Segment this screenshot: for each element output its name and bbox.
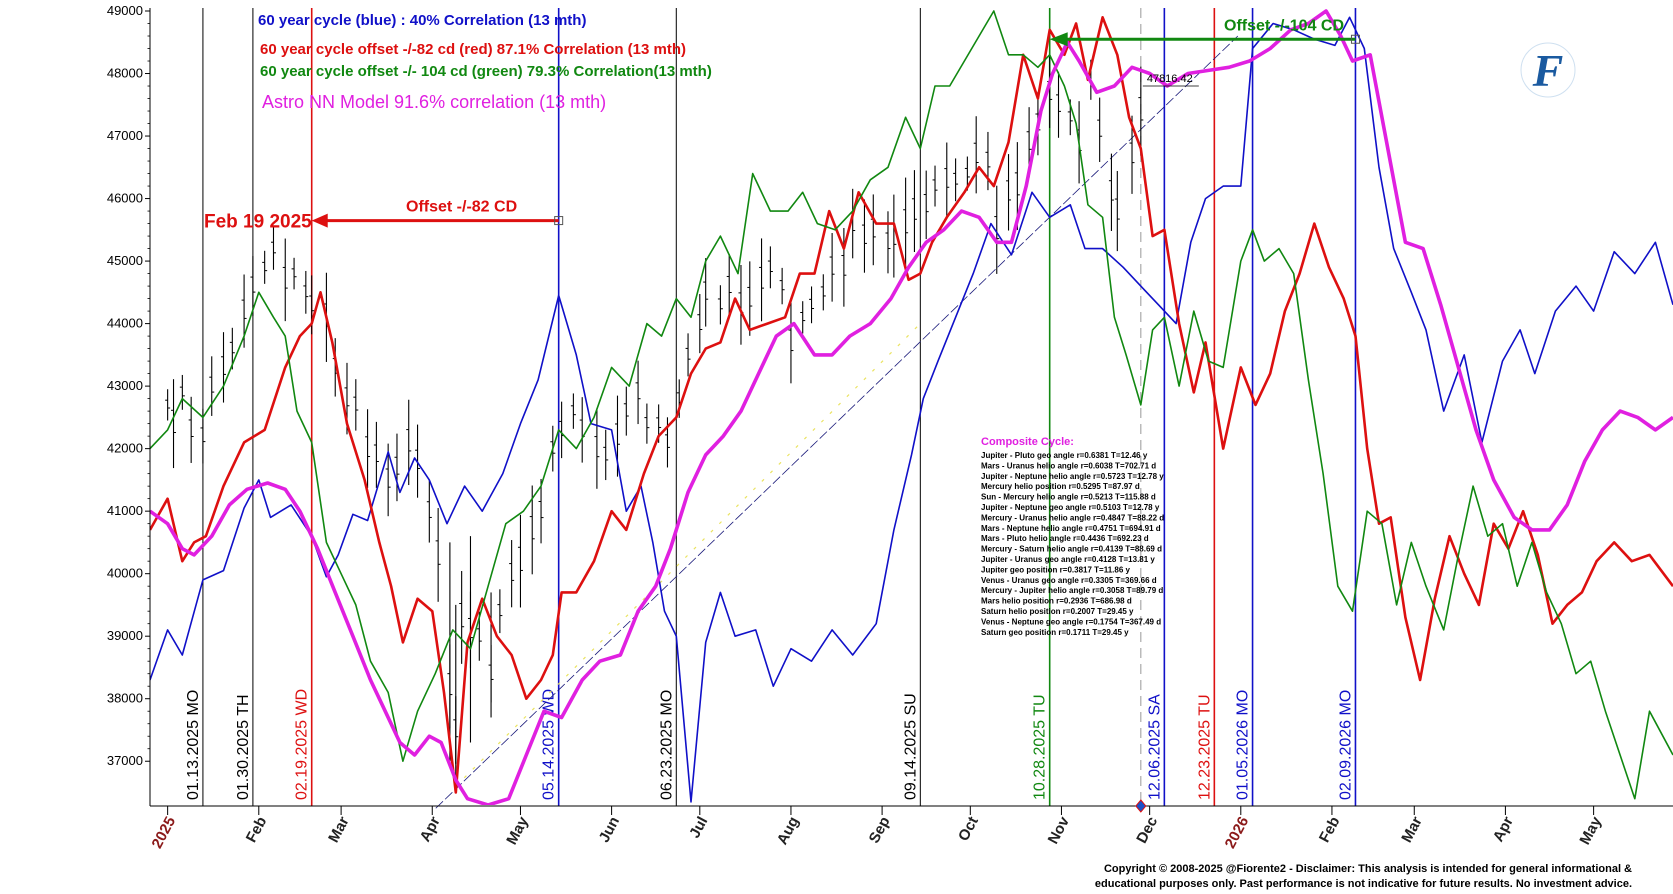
legend-entry-red: 60 year cycle offset -/-82 cd (red) 87.1… — [260, 41, 686, 58]
red-date-label: Feb 19 2025 — [204, 212, 312, 233]
price-bars — [165, 56, 1144, 793]
composite-cycle-line-0: Jupiter - Pluto geo angle r=0.6381 T=12.… — [981, 451, 1148, 460]
vline-label-5: 09.14.2025 SU — [902, 693, 919, 800]
composite-cycle-lines: Jupiter - Pluto geo angle r=0.6381 T=12.… — [981, 451, 1164, 637]
y-tick-label-6: 43000 — [107, 378, 143, 393]
vline-label-8: 12.23.2025 TU — [1196, 694, 1213, 800]
legend-entry-green: 60 year cycle offset -/- 104 cd (green) … — [260, 63, 712, 80]
composite-cycle-box: Composite Cycle: Jupiter - Pluto geo ang… — [981, 436, 1164, 637]
composite-cycle-line-13: Mercury - Jupiter helio angle r=0.3058 T… — [981, 586, 1163, 595]
red-offset-label: Offset -/-82 CD — [406, 199, 517, 216]
y-tick-label-1: 38000 — [107, 691, 143, 706]
composite-cycle-line-17: Saturn geo position r=0.1711 T=29.45 y — [981, 628, 1129, 637]
annotations: Offset -/-82 CD Feb 19 2025 Offset -/-104 … — [204, 17, 1360, 813]
composite-cycle-line-15: Saturn helio position r=0.2007 T=29.45 y — [981, 607, 1134, 616]
vline-label-9: 01.05.2026 MO — [1235, 690, 1252, 800]
composite-cycle-line-14: Mars helio position r=0.2936 T=686.98 d — [981, 597, 1132, 606]
composite-cycle-line-5: Jupiter - Neptune geo angle r=0.5103 T=1… — [981, 503, 1160, 512]
y-tick-label-7: 44000 — [107, 316, 143, 331]
vline-label-7: 12.06.2025 SA — [1146, 694, 1163, 800]
composite-cycle-title: Composite Cycle: — [981, 436, 1074, 448]
vline-label-4: 06.23.2025 MO — [658, 690, 675, 800]
series-line-1 — [150, 16, 1673, 794]
green-offset-label: Offset -/-104 CD — [1224, 17, 1344, 34]
vline-label-10: 02.09.2026 MO — [1337, 690, 1354, 800]
y-tick-label-3: 40000 — [107, 566, 143, 581]
composite-cycle-line-7: Mars - Neptune helio angle r=0.4751 T=69… — [981, 524, 1161, 533]
fiorente-logo-icon: F — [1520, 42, 1576, 98]
composite-cycle-line-8: Mars - Pluto helio angle r=0.4436 T=692.… — [981, 534, 1149, 543]
trend-line-highlight — [455, 323, 921, 787]
composite-cycle-line-11: Jupiter geo position r=0.3817 T=11.86 y — [981, 565, 1131, 574]
trend-value-label: 47816.42 — [1147, 73, 1193, 85]
current-date-marker-icon — [1135, 799, 1147, 813]
composite-cycle-line-10: Jupiter - Uranus geo angle r=0.4128 T=13… — [981, 555, 1155, 564]
y-tick-label-2: 39000 — [107, 628, 143, 643]
composite-cycle-line-12: Venus - Uranus geo angle r=0.3305 T=369.… — [981, 576, 1157, 585]
vline-label-0: 01.13.2025 MO — [185, 690, 202, 800]
series-line-3 — [150, 9, 1673, 805]
y-tick-label-5: 42000 — [107, 441, 143, 456]
green-offset-arrowhead-icon — [1049, 32, 1068, 47]
green-offset-anchor-icon — [1350, 34, 1360, 44]
composite-cycle-line-16: Venus - Neptune geo angle r=0.1754 T=367… — [981, 617, 1161, 626]
legend: 60 year cycle (blue) : 40% Correlation (… — [258, 12, 712, 112]
red-offset-arrowhead-icon — [311, 213, 328, 228]
y-tick-label-4: 41000 — [107, 503, 143, 518]
legend-entry-magenta: Astro NN Model 91.6% correlation (13 mth… — [262, 92, 606, 112]
composite-cycle-line-3: Mercury helio position r=0.5295 T=87.97 … — [981, 482, 1140, 491]
trend-line — [435, 35, 1239, 809]
vline-label-6: 10.28.2025 TU — [1032, 694, 1049, 800]
composite-cycle-line-2: Jupiter - Neptune helio angle r=0.5723 T… — [981, 472, 1164, 481]
vline-label-3: 05.14.2025 WD — [541, 689, 558, 800]
composite-cycle-line-1: Mars - Uranus helio angle r=0.6038 T=702… — [981, 461, 1156, 470]
composite-cycle-line-6: Mercury - Uranus helio angle r=0.4847 T=… — [981, 513, 1164, 522]
y-tick-label-9: 46000 — [107, 191, 143, 206]
y-tick-label-12: 49000 — [107, 3, 143, 18]
vline-label-1: 01.30.2025 TH — [235, 694, 252, 800]
composite-cycle-line-9: Mercury - Saturn helio angle r=0.4139 T=… — [981, 545, 1162, 554]
red-offset-anchor-icon — [554, 216, 564, 226]
copyright-line-1: Copyright © 2008-2025 @Fiorente2 - Discl… — [1104, 863, 1632, 875]
series-line-0 — [150, 16, 1673, 803]
cycle-series — [150, 9, 1673, 805]
vertical-marker-lines: 01.13.2025 MO 01.30.2025 TH 02.19.2025 WD 0… — [185, 8, 1357, 806]
legend-entry-blue: 60 year cycle (blue) : 40% Correlation (… — [258, 12, 586, 29]
y-tick-label-8: 45000 — [107, 253, 143, 268]
y-tick-label-0: 37000 — [107, 753, 143, 768]
copyright-line-2: educational purposes only. Past performa… — [1095, 878, 1632, 890]
y-tick-label-10: 47000 — [107, 128, 143, 143]
composite-cycle-line-4: Sun - Mercury helio angle r=0.5213 T=115… — [981, 493, 1156, 502]
y-tick-label-11: 48000 — [107, 66, 143, 81]
vline-label-2: 02.19.2025 WD — [294, 689, 311, 800]
logo-glyph: F — [1532, 45, 1564, 96]
series-line-2 — [150, 10, 1673, 800]
